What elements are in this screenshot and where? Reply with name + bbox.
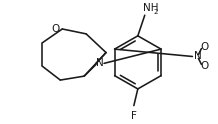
Text: N: N [194,51,202,62]
Text: F: F [131,110,137,121]
Text: O: O [51,24,60,34]
Text: O: O [200,61,209,71]
Text: N: N [96,58,104,68]
Text: 2: 2 [154,9,158,15]
Text: O: O [200,42,209,52]
Text: NH: NH [143,3,158,13]
